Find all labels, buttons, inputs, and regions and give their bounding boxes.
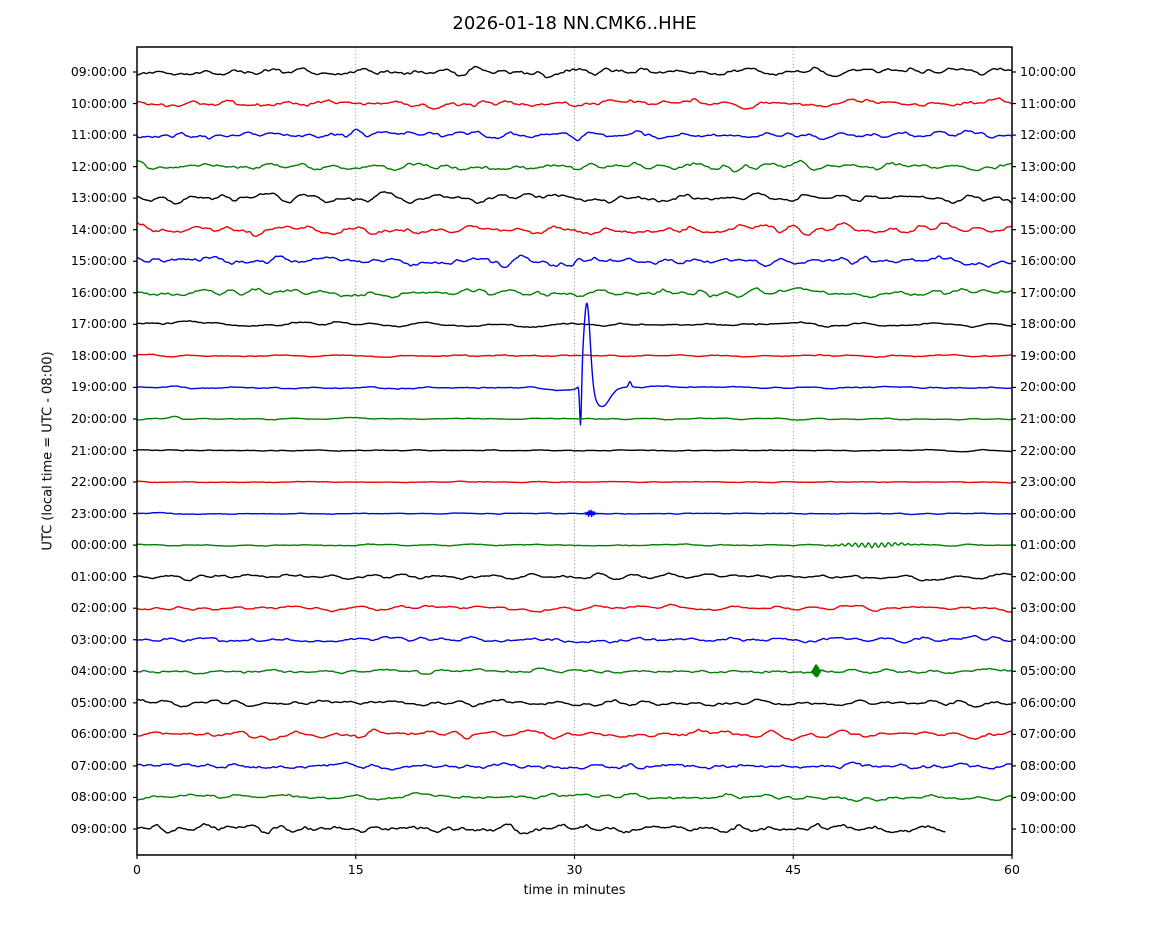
- right-time-label: 23:00:00: [1020, 474, 1077, 490]
- right-time-label: 00:00:00: [1020, 505, 1077, 521]
- right-time-label: 21:00:00: [1020, 410, 1077, 426]
- right-time-label: 22:00:00: [1020, 442, 1077, 458]
- left-time-label: 06:00:00: [70, 726, 127, 742]
- x-tick-label: 15: [347, 862, 364, 877]
- right-time-label: 07:00:00: [1020, 726, 1077, 742]
- left-time-label: 21:00:00: [70, 442, 127, 458]
- left-time-label: 04:00:00: [70, 663, 127, 679]
- left-time-label: 09:00:00: [70, 64, 127, 79]
- left-time-label: 13:00:00: [70, 190, 127, 206]
- left-time-label: 15:00:00: [70, 253, 127, 269]
- right-time-label: 18:00:00: [1020, 316, 1077, 332]
- x-tick-label: 30: [566, 862, 583, 877]
- x-tick-label: 45: [785, 862, 802, 877]
- left-time-label: 10:00:00: [70, 95, 127, 111]
- left-time-label: 23:00:00: [70, 505, 127, 521]
- x-tick-label: 0: [133, 862, 141, 877]
- left-time-label: 22:00:00: [70, 474, 127, 490]
- right-time-label: 10:00:00: [1020, 821, 1077, 836]
- x-tick-label: 60: [1004, 862, 1020, 877]
- right-time-label: 05:00:00: [1020, 663, 1077, 679]
- right-time-label: 17:00:00: [1020, 284, 1077, 300]
- right-time-label: 20:00:00: [1020, 379, 1077, 395]
- right-time-label: 15:00:00: [1020, 221, 1077, 237]
- left-time-label: 16:00:00: [70, 284, 127, 300]
- x-axis-label: time in minutes: [523, 883, 626, 898]
- left-time-label: 14:00:00: [70, 221, 127, 237]
- left-time-label: 03:00:00: [70, 631, 127, 647]
- right-time-label: 08:00:00: [1020, 757, 1077, 773]
- left-time-label: 07:00:00: [70, 757, 127, 773]
- left-time-label: 19:00:00: [70, 379, 127, 395]
- left-time-label: 11:00:00: [70, 127, 127, 143]
- right-time-label: 06:00:00: [1020, 694, 1077, 710]
- right-time-label: 14:00:00: [1020, 190, 1077, 206]
- right-time-label: 19:00:00: [1020, 347, 1077, 363]
- left-time-label: 08:00:00: [70, 789, 127, 805]
- left-time-label: 00:00:00: [70, 537, 127, 553]
- figure-title: 2026-01-18 NN.CMK6..HHE: [452, 13, 697, 34]
- left-time-label: 05:00:00: [70, 694, 127, 710]
- left-time-label: 01:00:00: [70, 568, 127, 584]
- right-time-label: 03:00:00: [1020, 600, 1077, 616]
- right-time-label: 01:00:00: [1020, 537, 1077, 553]
- right-time-label: 11:00:00: [1020, 95, 1077, 111]
- right-time-label: 12:00:00: [1020, 127, 1077, 143]
- left-time-label: 12:00:00: [70, 158, 127, 174]
- left-time-label: 02:00:00: [70, 600, 127, 616]
- right-time-label: 09:00:00: [1020, 789, 1077, 805]
- right-time-label: 13:00:00: [1020, 158, 1077, 174]
- left-time-label: 18:00:00: [70, 347, 127, 363]
- right-time-label: 10:00:00: [1020, 64, 1077, 79]
- right-time-label: 04:00:00: [1020, 631, 1077, 647]
- left-time-label: 17:00:00: [70, 316, 127, 332]
- right-time-label: 02:00:00: [1020, 568, 1077, 584]
- left-time-label: 09:00:00: [70, 821, 127, 836]
- left-time-label: 20:00:00: [70, 410, 127, 426]
- right-time-label: 16:00:00: [1020, 253, 1077, 269]
